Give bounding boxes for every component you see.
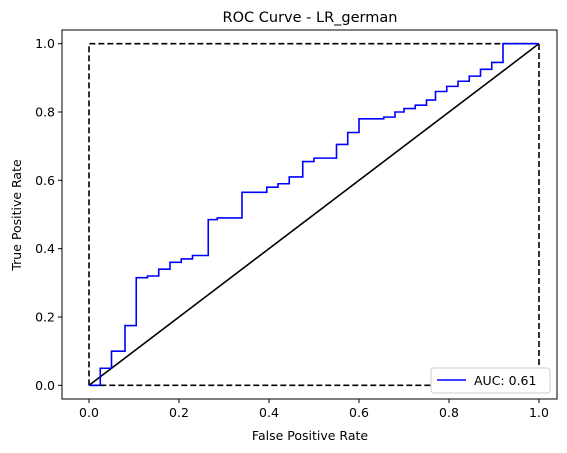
y-tick-label: 0.6 bbox=[35, 173, 55, 188]
x-tick-label: 0.6 bbox=[349, 405, 369, 420]
roc-curve-line bbox=[89, 42, 539, 387]
x-tick-label: 1.0 bbox=[529, 405, 549, 420]
y-tick-label: 0.2 bbox=[35, 310, 55, 325]
x-axis-label: False Positive Rate bbox=[252, 428, 368, 443]
plot-area bbox=[61, 29, 558, 400]
y-tick-label: 1.0 bbox=[35, 36, 55, 51]
ticks-layer: 0.0 0.2 0.4 0.6 0.8 1.0 0.0 0.2 0.4 0.6 0.8 1.0 bbox=[35, 36, 549, 420]
x-tick-label: 0.0 bbox=[79, 405, 99, 420]
chart-title: ROC Curve - LR_german bbox=[223, 10, 398, 26]
legend-label: AUC: 0.61 bbox=[474, 373, 536, 388]
legend: AUC: 0.61 bbox=[430, 367, 551, 394]
diagonal-reference-line bbox=[88, 43, 540, 386]
y-tick-label: 0.4 bbox=[35, 241, 55, 256]
boundary-box-line bbox=[88, 42, 540, 387]
y-tick-label: 0.8 bbox=[35, 105, 55, 120]
legend-box bbox=[430, 367, 551, 394]
y-axis-label: True Positive Rate bbox=[9, 159, 24, 272]
x-tick-label: 0.2 bbox=[169, 405, 189, 420]
x-tick-label: 0.8 bbox=[439, 405, 459, 420]
series-layer bbox=[88, 42, 540, 387]
x-tick-label: 0.4 bbox=[259, 405, 279, 420]
y-tick-label: 0.0 bbox=[35, 378, 55, 393]
